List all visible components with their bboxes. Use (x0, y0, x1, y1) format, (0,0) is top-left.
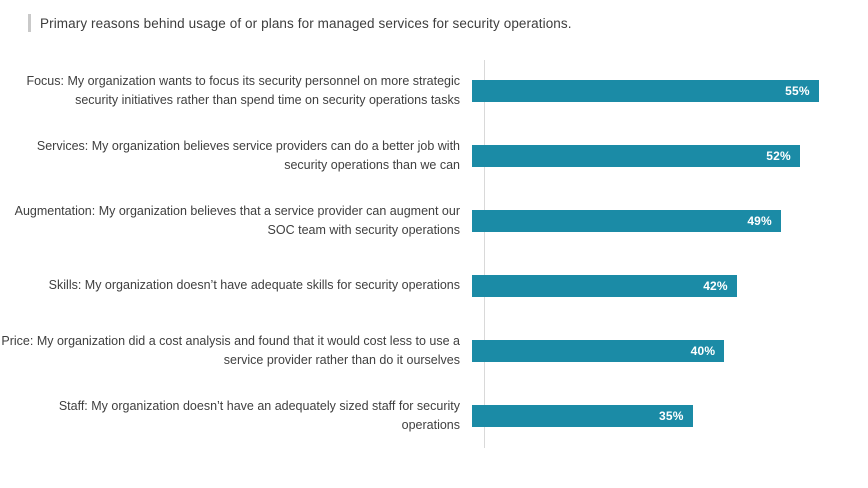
title-accent-bar (28, 14, 31, 32)
bar-value-label: 49% (747, 213, 772, 228)
bar-label: Augmentation: My organization believes t… (14, 204, 460, 237)
bar-value-label: 52% (766, 148, 791, 163)
bar: 40% (472, 339, 725, 362)
bar-row: Staff: My organization doesn’t have an a… (0, 383, 844, 448)
bar-chart: Focus: My organization wants to focus it… (0, 58, 844, 448)
bar-label: Staff: My organization doesn’t have an a… (58, 399, 460, 432)
bar-value-label: 55% (785, 83, 810, 98)
bar: 55% (472, 79, 819, 102)
chart-header: Primary reasons behind usage of or plans… (28, 14, 572, 32)
bar-row: Skills: My organization doesn’t have ade… (0, 253, 844, 318)
bar-row: Price: My organization did a cost analys… (0, 318, 844, 383)
bar-track: 49% (472, 209, 844, 232)
bar-row: Augmentation: My organization believes t… (0, 188, 844, 253)
bar-value-label: 42% (703, 278, 728, 293)
bar: 35% (472, 404, 693, 427)
bar: 52% (472, 144, 800, 167)
bar-track: 55% (472, 79, 844, 102)
bar-value-label: 35% (659, 408, 684, 423)
bar-track: 42% (472, 274, 844, 297)
bar-label: Services: My organization believes servi… (36, 139, 460, 172)
bar-row: Services: My organization believes servi… (0, 123, 844, 188)
bar-track: 35% (472, 404, 844, 427)
bar-track: 52% (472, 144, 844, 167)
bar-label: Focus: My organization wants to focus it… (26, 74, 460, 107)
bar-label: Price: My organization did a cost analys… (1, 334, 460, 367)
bar: 49% (472, 209, 781, 232)
bar-row: Focus: My organization wants to focus it… (0, 58, 844, 123)
bar-track: 40% (472, 339, 844, 362)
chart-title: Primary reasons behind usage of or plans… (40, 15, 572, 31)
y-axis-line (484, 60, 485, 448)
bar-value-label: 40% (690, 343, 716, 358)
bar: 42% (472, 274, 737, 297)
bar-label: Skills: My organization doesn’t have ade… (48, 278, 460, 293)
